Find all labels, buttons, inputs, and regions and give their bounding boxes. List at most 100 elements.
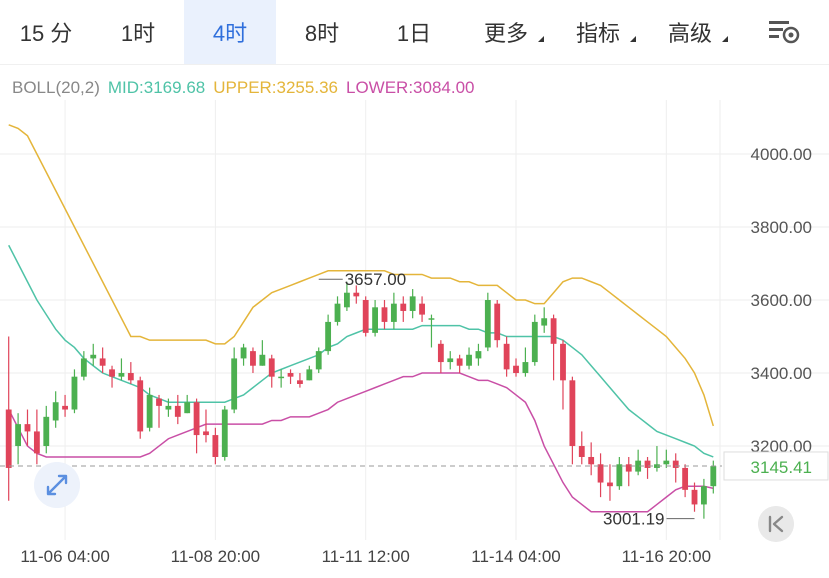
candle-body bbox=[240, 347, 247, 359]
candle-body bbox=[682, 467, 689, 490]
candle-body bbox=[137, 380, 144, 432]
chart-settings-icon[interactable] bbox=[767, 16, 801, 48]
candle-body bbox=[522, 362, 529, 374]
candle-body bbox=[99, 358, 106, 366]
candle-body bbox=[52, 402, 59, 421]
x-tick-label: 11-08 20:00 bbox=[171, 547, 260, 566]
candle-body bbox=[503, 343, 510, 370]
candle-body bbox=[306, 369, 313, 381]
x-tick-label: 11-14 04:00 bbox=[471, 547, 560, 566]
candle-body bbox=[118, 373, 125, 377]
candle-body bbox=[419, 303, 425, 315]
boll-lower: LOWER:3084.00 bbox=[345, 78, 475, 97]
tab-1[interactable]: 1时 bbox=[92, 0, 184, 64]
tab-5[interactable]: 更多 bbox=[460, 0, 552, 64]
candle-body bbox=[343, 292, 350, 308]
candle-body bbox=[127, 373, 134, 381]
x-tick-label: 11-16 20:00 bbox=[622, 547, 711, 566]
tab-label: 15 分 bbox=[19, 21, 73, 46]
candle-body bbox=[437, 343, 444, 363]
tab-3[interactable]: 8时 bbox=[276, 0, 368, 64]
candle-body bbox=[700, 486, 707, 505]
candle-body bbox=[33, 431, 40, 454]
candle-body bbox=[550, 318, 557, 344]
tab-0[interactable]: 15 分 bbox=[0, 0, 92, 64]
candle-body bbox=[541, 318, 548, 326]
candle-body bbox=[287, 373, 294, 377]
tab-label: 1时 bbox=[120, 21, 156, 46]
candle-body bbox=[597, 464, 604, 483]
candle-body bbox=[710, 466, 717, 487]
candle-body bbox=[644, 460, 651, 468]
candle-body bbox=[400, 303, 407, 311]
tab-label: 指标 bbox=[575, 21, 620, 46]
candle-body bbox=[569, 380, 576, 447]
candle-body bbox=[5, 409, 12, 468]
tab-label: 8时 bbox=[304, 21, 340, 46]
candle-body bbox=[250, 351, 256, 366]
boll-name: BOLL(20,2) bbox=[12, 78, 100, 97]
x-tick-label: 11-11 12:00 bbox=[322, 547, 410, 566]
candle-body bbox=[607, 482, 613, 487]
candle-body bbox=[447, 358, 454, 363]
last-price-tag bbox=[723, 451, 829, 481]
candle-body bbox=[231, 358, 238, 410]
candle-body bbox=[109, 369, 115, 377]
candle-body bbox=[90, 354, 97, 359]
candle-body bbox=[663, 460, 670, 465]
dropdown-triangle-icon bbox=[722, 36, 728, 42]
tab-label: 1日 bbox=[396, 21, 432, 46]
candle-body bbox=[268, 358, 275, 377]
candle-body bbox=[62, 405, 68, 410]
boll-legend: BOLL(20,2) MID:3169.68 UPPER:3255.36 LOWER:… bbox=[12, 78, 483, 98]
candle-body bbox=[372, 307, 379, 333]
candle-body bbox=[259, 354, 266, 366]
candle-body bbox=[325, 321, 332, 352]
candle-body bbox=[221, 409, 228, 457]
boll-mid-line bbox=[8, 244, 714, 458]
candlestick-chart[interactable]: 4000.00 3800.00 3600.00 3400.00 3200.00 11-06… bbox=[0, 100, 829, 578]
last-price-label: 3145.41 bbox=[751, 458, 812, 477]
candle-body bbox=[353, 292, 360, 297]
candle-body bbox=[484, 300, 491, 348]
skip-to-latest-icon[interactable] bbox=[758, 506, 794, 542]
boll-mid: MID:3169.68 bbox=[107, 78, 206, 97]
candle-body bbox=[315, 351, 322, 370]
candle-body bbox=[691, 489, 698, 505]
boll-upper: UPPER:3255.36 bbox=[213, 78, 338, 97]
y-tick-label: 3200.00 bbox=[751, 437, 812, 456]
y-tick-label: 4000.00 bbox=[751, 145, 812, 164]
tab-label: 高级 bbox=[667, 21, 712, 46]
tab-label: 更多 bbox=[483, 21, 528, 46]
candle-body bbox=[475, 351, 482, 359]
candle-body bbox=[362, 300, 369, 333]
candle-body bbox=[531, 321, 538, 363]
tab-7[interactable]: 高级 bbox=[644, 0, 736, 64]
tab-label: 4时 bbox=[212, 21, 248, 46]
expand-arrows-icon[interactable] bbox=[34, 462, 80, 508]
tab-2[interactable]: 4时 bbox=[184, 0, 276, 64]
dropdown-triangle-icon bbox=[538, 36, 544, 42]
candle-body bbox=[513, 365, 519, 374]
candle-body bbox=[456, 358, 463, 366]
candle-body bbox=[625, 464, 632, 472]
candle-body bbox=[24, 424, 31, 432]
candle-body bbox=[409, 296, 416, 311]
candle-body bbox=[578, 446, 585, 457]
tab-4[interactable]: 1日 bbox=[368, 0, 460, 64]
interval-tabs: 15 分 1时 4时 8时 1日 更多 指标 高级 bbox=[0, 0, 829, 65]
candle-body bbox=[494, 303, 501, 341]
y-tick-label: 3400.00 bbox=[751, 364, 812, 383]
candle-body bbox=[381, 307, 388, 322]
candle-body bbox=[334, 303, 341, 322]
candle-body bbox=[43, 416, 50, 447]
candle-body bbox=[212, 435, 219, 457]
candle-body bbox=[193, 402, 200, 436]
boll-lower-line bbox=[8, 372, 714, 513]
boll-upper-line bbox=[8, 124, 715, 427]
tab-6[interactable]: 指标 bbox=[552, 0, 644, 64]
y-tick-label: 3800.00 bbox=[751, 218, 812, 237]
candle-body bbox=[588, 456, 595, 465]
candle-body bbox=[390, 303, 397, 322]
candle-body bbox=[278, 376, 285, 379]
